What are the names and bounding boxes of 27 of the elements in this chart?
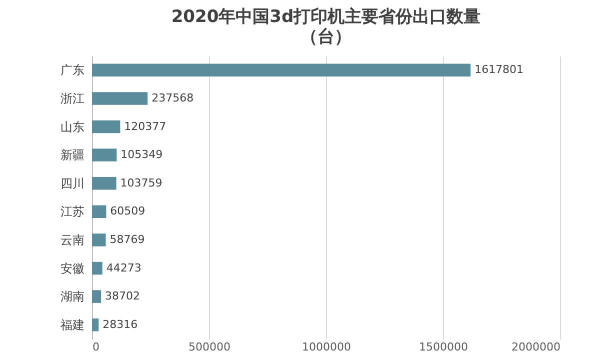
y-tick-label: 安徽 [60,261,84,276]
y-tick-label: 江苏 [60,204,84,219]
chart-subtitle: （台） [300,27,352,47]
x-tick-label: 1000000 [302,340,351,354]
data-label: 28316 [102,318,138,331]
data-label: 105349 [120,148,163,162]
data-label: 44273 [106,261,142,274]
y-tick-label: 广东 [60,63,84,78]
y-tick-label: 浙江 [60,91,84,106]
data-label: 1617801 [474,63,524,76]
data-label: 237568 [152,91,194,104]
data-label: 60509 [110,204,146,218]
y-tick-label: 湖南 [60,290,84,304]
y-tick-label: 四川 [60,176,84,190]
data-label: 58769 [110,232,145,246]
y-tick-label: 福建 [60,318,84,332]
y-tick-label: 新疆 [60,148,84,162]
data-label: 120377 [124,120,166,133]
data-label: 103759 [120,176,162,190]
y-tick-label: 山东 [60,120,84,134]
x-tick-label: 500000 [188,340,230,354]
x-tick-label: 0 [92,340,100,354]
x-tick-label: 1500000 [419,340,468,354]
x-tick-label: 2000000 [512,340,560,354]
y-tick-label: 云南 [60,232,84,247]
chart-title: 2020年中国3d打印机主要省份出口数量 [171,7,481,27]
data-label: 38702 [105,290,140,303]
